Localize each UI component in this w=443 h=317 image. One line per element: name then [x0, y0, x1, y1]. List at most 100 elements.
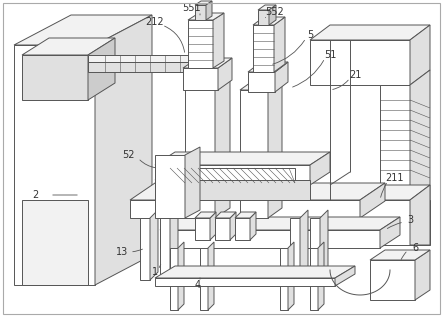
Polygon shape	[215, 218, 230, 240]
Polygon shape	[288, 242, 294, 310]
Text: 212: 212	[146, 17, 164, 27]
Polygon shape	[14, 45, 95, 285]
Text: 551: 551	[183, 3, 201, 13]
Text: 3: 3	[407, 215, 413, 225]
Polygon shape	[275, 62, 288, 92]
Polygon shape	[370, 260, 415, 300]
Polygon shape	[185, 147, 200, 218]
Polygon shape	[310, 25, 430, 40]
Polygon shape	[88, 55, 195, 62]
Polygon shape	[218, 58, 232, 90]
Polygon shape	[140, 218, 150, 280]
Text: 1: 1	[152, 267, 158, 277]
Polygon shape	[258, 5, 276, 10]
Polygon shape	[380, 217, 400, 248]
Polygon shape	[130, 200, 360, 218]
Text: 2: 2	[32, 190, 38, 200]
Polygon shape	[290, 218, 300, 280]
Polygon shape	[310, 152, 330, 185]
Polygon shape	[22, 38, 115, 55]
Polygon shape	[253, 17, 285, 25]
Polygon shape	[215, 75, 230, 218]
Polygon shape	[155, 266, 355, 278]
Polygon shape	[195, 212, 216, 218]
Polygon shape	[213, 13, 224, 68]
Polygon shape	[160, 217, 400, 230]
Polygon shape	[88, 62, 195, 72]
Polygon shape	[280, 248, 288, 310]
Polygon shape	[240, 90, 268, 218]
Polygon shape	[160, 230, 380, 248]
Polygon shape	[185, 75, 230, 85]
Polygon shape	[170, 168, 295, 183]
Polygon shape	[310, 40, 410, 85]
Polygon shape	[310, 200, 430, 245]
Polygon shape	[22, 200, 88, 285]
Polygon shape	[248, 62, 288, 72]
Polygon shape	[248, 72, 275, 92]
Polygon shape	[320, 210, 328, 280]
Polygon shape	[269, 5, 276, 25]
Polygon shape	[206, 1, 212, 20]
Polygon shape	[188, 13, 224, 20]
Polygon shape	[195, 5, 206, 20]
Polygon shape	[235, 218, 250, 240]
Polygon shape	[415, 250, 430, 300]
Polygon shape	[300, 210, 308, 280]
Polygon shape	[155, 167, 330, 180]
Polygon shape	[380, 85, 410, 240]
Polygon shape	[185, 85, 215, 218]
Polygon shape	[215, 212, 236, 218]
Text: 51: 51	[324, 50, 336, 60]
Text: 4: 4	[195, 280, 201, 290]
Polygon shape	[183, 58, 232, 68]
Text: 52: 52	[122, 150, 134, 160]
Polygon shape	[170, 210, 178, 280]
Text: 211: 211	[386, 173, 404, 183]
Text: 13: 13	[116, 247, 128, 257]
Polygon shape	[208, 242, 214, 310]
Polygon shape	[410, 70, 430, 240]
Polygon shape	[310, 248, 318, 310]
Polygon shape	[155, 152, 330, 165]
Polygon shape	[170, 248, 178, 310]
Polygon shape	[155, 278, 335, 286]
Polygon shape	[318, 242, 324, 310]
Polygon shape	[360, 183, 385, 218]
Polygon shape	[155, 165, 310, 185]
Polygon shape	[188, 20, 213, 68]
Polygon shape	[258, 10, 269, 25]
Polygon shape	[155, 180, 310, 200]
Polygon shape	[274, 17, 285, 72]
Polygon shape	[155, 155, 185, 218]
Polygon shape	[178, 242, 184, 310]
Text: 552: 552	[266, 7, 284, 17]
Polygon shape	[240, 80, 282, 90]
Polygon shape	[195, 1, 212, 5]
Polygon shape	[410, 25, 430, 85]
Polygon shape	[310, 218, 320, 280]
Polygon shape	[253, 25, 274, 72]
Text: 6: 6	[412, 243, 418, 253]
Text: 5: 5	[307, 30, 313, 40]
Polygon shape	[230, 212, 236, 240]
Polygon shape	[14, 15, 152, 45]
Polygon shape	[130, 183, 385, 200]
Polygon shape	[95, 15, 152, 285]
Polygon shape	[150, 210, 158, 280]
Polygon shape	[22, 55, 88, 100]
Polygon shape	[88, 38, 115, 100]
Polygon shape	[195, 218, 210, 240]
Polygon shape	[335, 266, 355, 286]
Polygon shape	[370, 250, 430, 260]
Polygon shape	[410, 185, 430, 245]
Polygon shape	[200, 248, 208, 310]
Polygon shape	[183, 68, 218, 90]
Polygon shape	[268, 80, 282, 218]
Polygon shape	[250, 212, 256, 240]
Polygon shape	[235, 212, 256, 218]
Polygon shape	[160, 218, 170, 280]
Polygon shape	[310, 185, 430, 200]
Polygon shape	[210, 212, 216, 240]
Text: 21: 21	[349, 70, 361, 80]
